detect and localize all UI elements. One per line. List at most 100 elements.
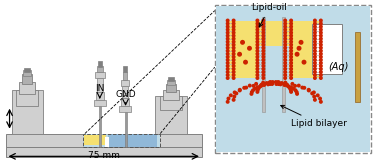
Circle shape	[261, 49, 265, 53]
Circle shape	[312, 90, 316, 94]
Circle shape	[313, 31, 317, 35]
Circle shape	[319, 22, 323, 26]
Circle shape	[226, 18, 230, 23]
Text: (Aq): (Aq)	[328, 62, 349, 72]
Circle shape	[289, 58, 293, 62]
Circle shape	[283, 46, 287, 50]
Circle shape	[256, 58, 259, 62]
Bar	[95, 72, 105, 78]
Circle shape	[283, 73, 287, 77]
Circle shape	[226, 37, 230, 41]
Circle shape	[261, 55, 265, 59]
Circle shape	[289, 46, 293, 50]
Circle shape	[313, 34, 317, 38]
Circle shape	[313, 43, 317, 47]
Circle shape	[253, 87, 257, 91]
Circle shape	[319, 73, 323, 77]
Circle shape	[274, 82, 278, 86]
Circle shape	[319, 67, 323, 71]
Circle shape	[232, 98, 235, 102]
Circle shape	[226, 46, 230, 50]
Circle shape	[226, 58, 230, 62]
Circle shape	[261, 46, 265, 50]
Circle shape	[249, 92, 253, 96]
Circle shape	[260, 83, 264, 87]
Circle shape	[313, 25, 317, 29]
Circle shape	[283, 28, 287, 32]
Circle shape	[261, 40, 265, 44]
Circle shape	[254, 82, 258, 86]
Bar	[6, 133, 202, 147]
Circle shape	[232, 46, 235, 50]
Circle shape	[261, 18, 265, 23]
Bar	[84, 134, 106, 145]
Circle shape	[268, 80, 272, 84]
Circle shape	[261, 76, 265, 80]
Circle shape	[319, 43, 323, 47]
Circle shape	[302, 60, 307, 65]
Circle shape	[232, 61, 235, 65]
Circle shape	[261, 81, 265, 85]
Circle shape	[294, 88, 297, 92]
Circle shape	[319, 18, 323, 23]
Circle shape	[289, 85, 293, 89]
Circle shape	[319, 70, 323, 74]
Circle shape	[232, 76, 235, 80]
Bar	[83, 133, 160, 147]
Circle shape	[313, 61, 317, 65]
Circle shape	[232, 49, 235, 53]
Circle shape	[226, 34, 230, 38]
Circle shape	[289, 61, 293, 65]
Circle shape	[319, 76, 323, 80]
Circle shape	[297, 46, 302, 51]
Circle shape	[313, 40, 317, 44]
Circle shape	[234, 91, 239, 95]
Circle shape	[257, 86, 260, 90]
Circle shape	[319, 55, 323, 59]
Circle shape	[232, 95, 236, 98]
Bar	[166, 84, 176, 92]
Bar	[216, 6, 370, 152]
Circle shape	[277, 80, 281, 84]
Circle shape	[238, 88, 242, 92]
Circle shape	[250, 90, 254, 94]
Circle shape	[286, 84, 290, 88]
Circle shape	[319, 100, 323, 104]
Circle shape	[256, 43, 259, 47]
Circle shape	[256, 37, 259, 41]
Circle shape	[232, 34, 235, 38]
Circle shape	[232, 18, 235, 23]
Circle shape	[319, 34, 323, 38]
Circle shape	[251, 88, 255, 92]
Circle shape	[256, 52, 259, 56]
Circle shape	[226, 25, 230, 29]
Circle shape	[226, 43, 230, 47]
Circle shape	[319, 40, 323, 44]
Circle shape	[256, 34, 259, 38]
Circle shape	[256, 46, 259, 50]
Circle shape	[289, 67, 293, 71]
Bar	[99, 104, 101, 147]
Circle shape	[288, 86, 292, 90]
Bar	[97, 66, 103, 72]
Circle shape	[256, 88, 260, 92]
Circle shape	[313, 55, 317, 59]
Circle shape	[232, 40, 235, 44]
Bar	[96, 92, 104, 100]
Circle shape	[319, 25, 323, 29]
Circle shape	[226, 76, 230, 80]
Circle shape	[280, 81, 284, 85]
Circle shape	[289, 28, 293, 32]
Bar	[155, 96, 187, 133]
Circle shape	[266, 82, 270, 86]
Bar	[12, 90, 43, 133]
Circle shape	[232, 55, 235, 59]
Circle shape	[259, 84, 262, 88]
Circle shape	[283, 37, 287, 41]
Circle shape	[261, 25, 265, 29]
Circle shape	[265, 81, 269, 85]
Circle shape	[226, 73, 230, 77]
Circle shape	[226, 64, 230, 68]
Circle shape	[256, 25, 259, 29]
Circle shape	[313, 22, 317, 26]
